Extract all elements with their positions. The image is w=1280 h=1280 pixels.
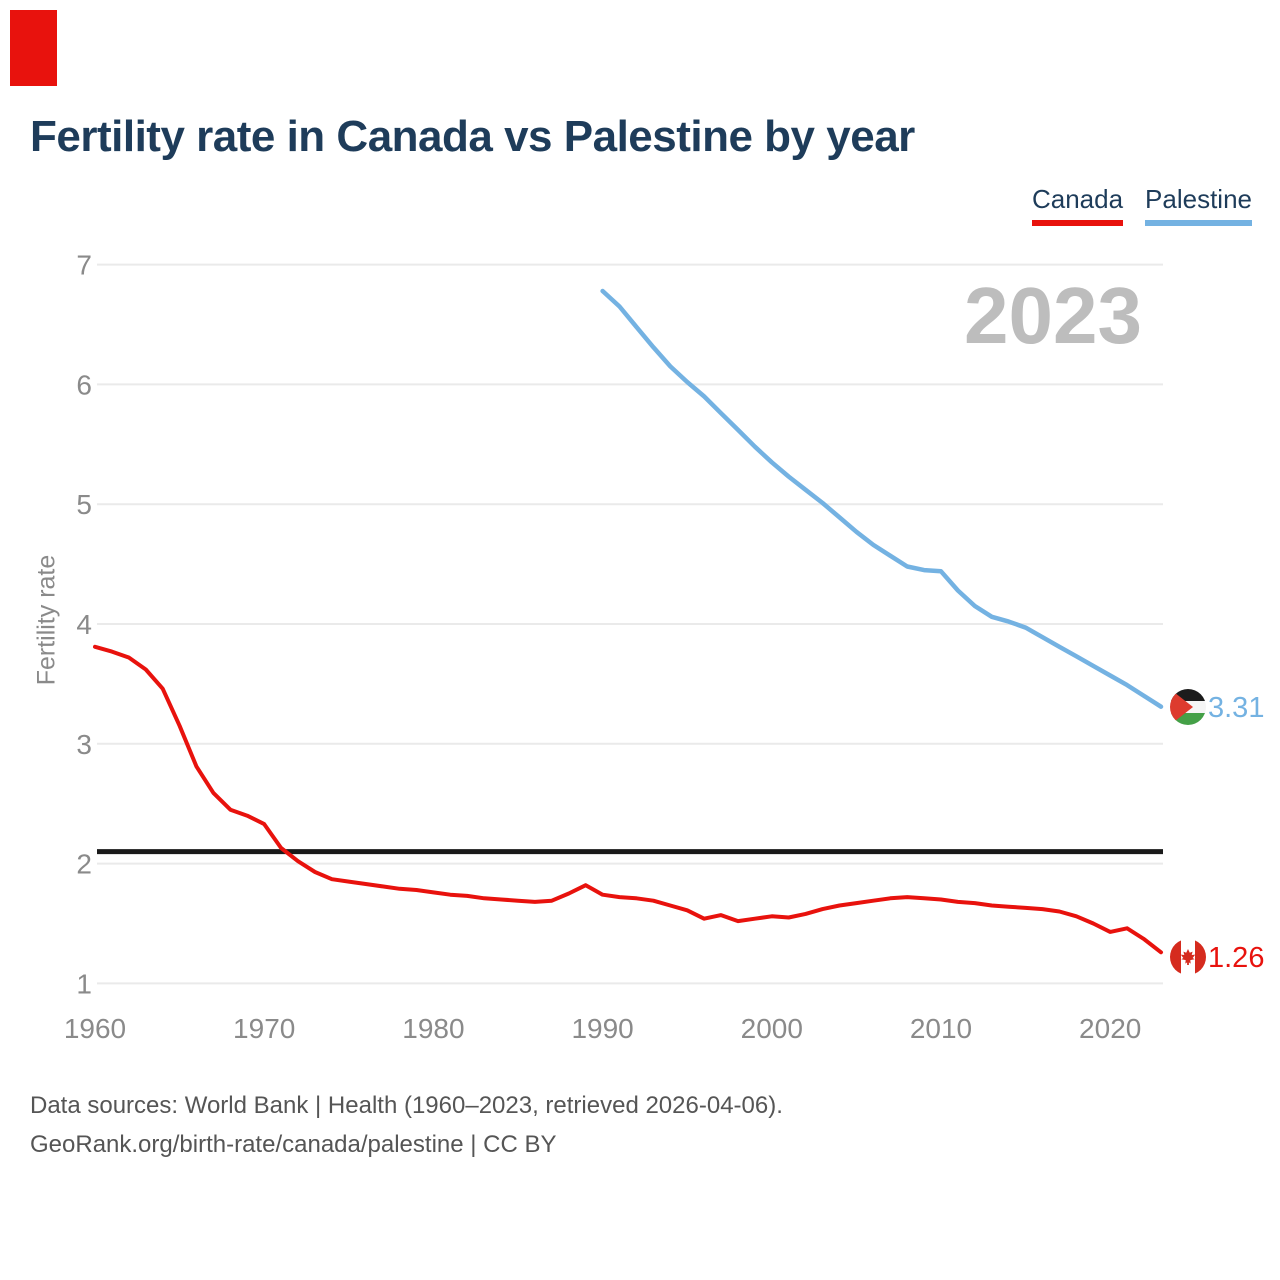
x-tick-label: 2020 (1079, 1013, 1141, 1044)
x-tick-label: 1990 (571, 1013, 633, 1044)
y-tick-label: 2 (76, 849, 92, 880)
palestine-flag-icon (1170, 689, 1206, 725)
y-tick-label: 6 (76, 369, 92, 400)
watermark-year: 2023 (964, 271, 1142, 360)
x-tick-label: 2000 (741, 1013, 803, 1044)
legend-underline-canada (1031, 220, 1124, 226)
legend-underline-palestine (1145, 220, 1252, 226)
canada-end-value: 1.26 (1208, 942, 1265, 974)
y-tick-label: 4 (76, 609, 92, 640)
y-tick-label: 5 (76, 489, 92, 520)
y-tick-label: 3 (76, 729, 92, 760)
legend-item-palestine[interactable]: Palestine (1145, 184, 1252, 226)
y-axis-title: Fertility rate (32, 554, 61, 686)
legend: Canada Palestine (1031, 184, 1252, 226)
canada-flag-icon (1170, 939, 1206, 975)
legend-label-canada: Canada (1031, 184, 1124, 214)
red-marker-rectangle (10, 10, 57, 86)
source-line-1: Data sources: World Bank | Health (1960–… (30, 1092, 783, 1119)
canada-line (93, 644, 1163, 955)
chart-title: Fertility rate in Canada vs Palestine by… (30, 112, 915, 161)
palestine-line (600, 288, 1164, 709)
legend-label-palestine: Palestine (1145, 184, 1252, 214)
x-tick-label: 1980 (402, 1013, 464, 1044)
source-note: Data sources: World Bank | Health (1960–… (30, 1086, 783, 1164)
palestine-end-value: 3.31 (1208, 692, 1265, 724)
legend-item-canada[interactable]: Canada (1031, 184, 1124, 226)
x-tick-label: 2010 (910, 1013, 972, 1044)
source-line-2: GeoRank.org/birth-rate/canada/palestine … (30, 1131, 557, 1158)
y-tick-label: 7 (76, 250, 92, 281)
x-tick-label: 1970 (233, 1013, 295, 1044)
x-tick-label: 1960 (64, 1013, 126, 1044)
y-tick-label: 1 (76, 968, 92, 999)
